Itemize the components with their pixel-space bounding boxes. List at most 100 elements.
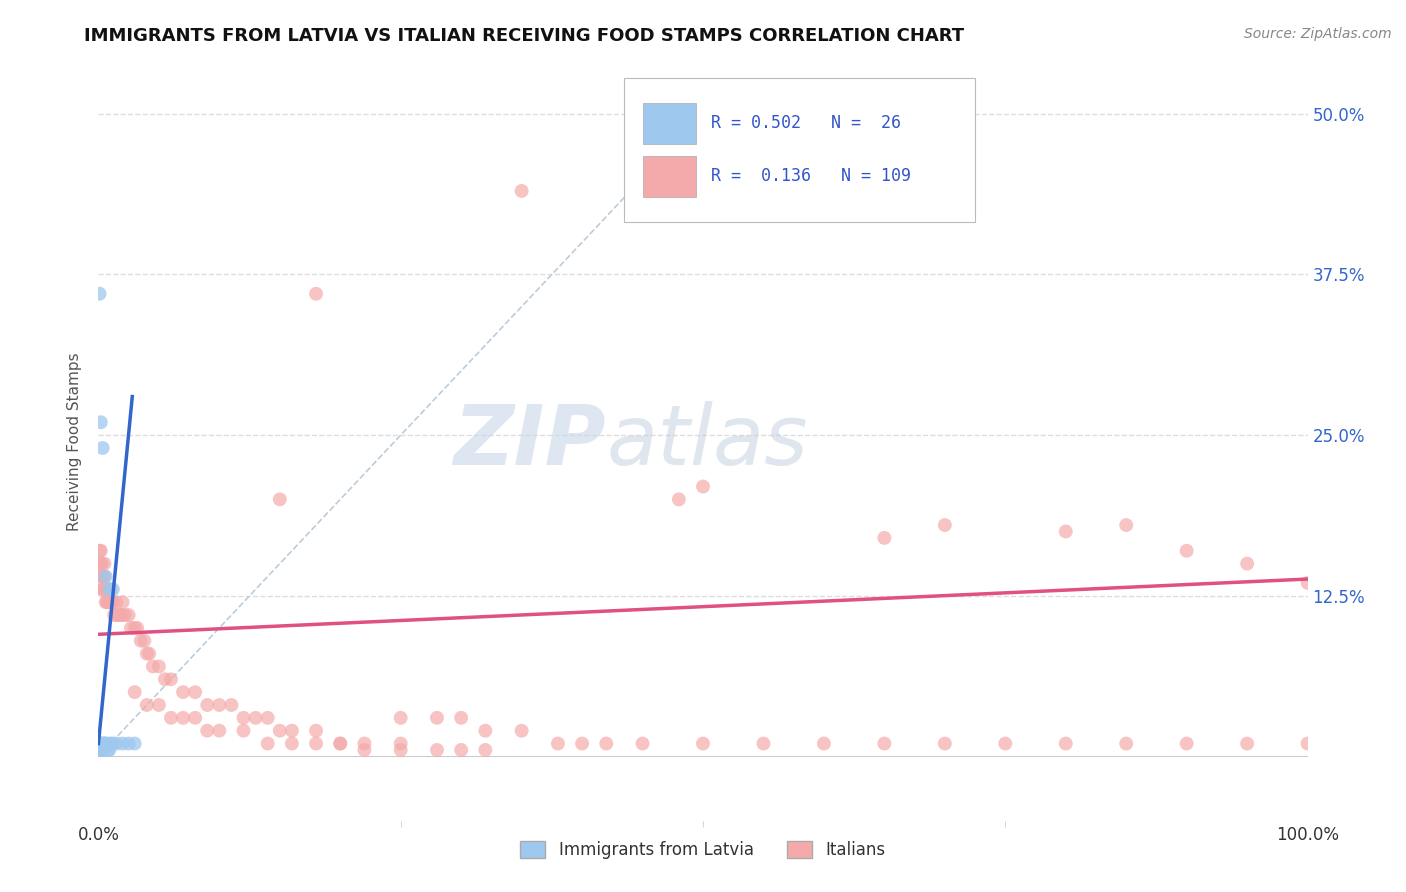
Point [108,607,131,622]
Point [208,698,231,712]
Point [256,737,278,751]
Point [353,743,375,757]
Point [96,595,118,609]
Point [90,743,112,757]
Point [91,582,114,597]
Point [90,737,112,751]
Point [934,518,956,533]
Point [510,723,533,738]
Text: R =  0.136   N = 109: R = 0.136 N = 109 [711,167,911,186]
Point [329,737,352,751]
Point [752,737,775,751]
Point [124,737,146,751]
Point [450,743,472,757]
Text: atlas: atlas [606,401,808,482]
Point [89,543,111,558]
Point [90,569,112,583]
Point [94,737,117,751]
Point [90,557,112,571]
Text: IMMIGRANTS FROM LATVIA VS ITALIAN RECEIVING FOOD STAMPS CORRELATION CHART: IMMIGRANTS FROM LATVIA VS ITALIAN RECEIV… [84,27,965,45]
Point [114,607,136,622]
Point [1296,737,1319,751]
Legend: Immigrants from Latvia, Italians: Immigrants from Latvia, Italians [513,834,893,865]
Point [934,737,956,751]
Point [571,737,593,751]
Point [101,737,124,751]
FancyBboxPatch shape [624,78,976,222]
Point [329,737,352,751]
Point [93,557,115,571]
Point [135,698,157,712]
Point [172,685,194,699]
Point [1175,543,1198,558]
Point [148,698,170,712]
Point [89,743,111,757]
Point [281,723,304,738]
Point [118,737,141,751]
Point [269,723,291,738]
Point [389,737,412,751]
Point [547,737,569,751]
Point [91,737,114,751]
Point [93,569,115,583]
Point [87,737,110,751]
Point [245,711,267,725]
Point [160,673,183,687]
Point [91,557,114,571]
Point [108,607,131,622]
Point [1054,737,1077,751]
Point [100,595,122,609]
Point [281,737,304,751]
Point [305,286,328,301]
Point [135,647,157,661]
Point [148,659,170,673]
FancyBboxPatch shape [643,156,696,196]
Point [184,711,207,725]
FancyBboxPatch shape [643,103,696,144]
Point [98,743,121,757]
Point [94,582,117,597]
Point [256,711,278,725]
Point [474,723,496,738]
Point [692,479,714,493]
Point [91,743,114,757]
Point [1115,518,1137,533]
Point [474,743,496,757]
Point [111,607,134,622]
Point [1115,737,1137,751]
Point [89,557,111,571]
Point [208,723,231,738]
Point [97,582,120,597]
Point [89,737,111,751]
Point [105,607,128,622]
Text: ZIP: ZIP [454,401,606,482]
Point [389,711,412,725]
Point [124,621,146,635]
Point [91,737,114,751]
Point [100,595,122,609]
Point [142,659,165,673]
Point [111,595,134,609]
Point [118,607,141,622]
Point [873,531,896,545]
Point [89,286,111,301]
Point [124,685,146,699]
Point [91,441,114,455]
Point [100,582,122,597]
Point [1236,737,1258,751]
Point [129,633,152,648]
Point [93,737,115,751]
Point [305,723,328,738]
Point [1054,524,1077,539]
Point [668,492,690,507]
Point [89,737,111,751]
Point [93,582,115,597]
Point [813,737,835,751]
Point [97,743,120,757]
Point [232,723,254,738]
Point [94,569,117,583]
Point [94,595,117,609]
Point [426,743,449,757]
Point [1296,575,1319,590]
Text: Source: ZipAtlas.com: Source: ZipAtlas.com [1244,27,1392,41]
